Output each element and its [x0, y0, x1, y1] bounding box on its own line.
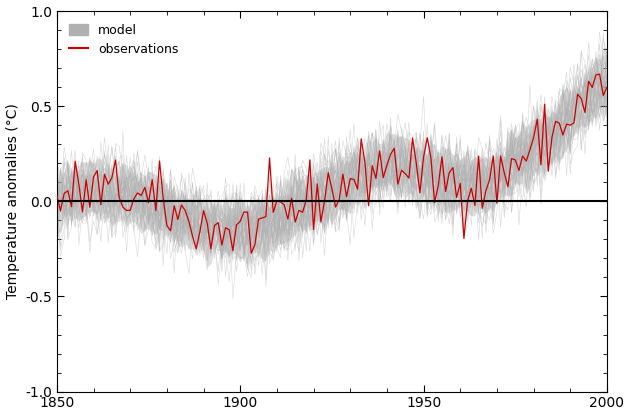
Legend: model, observations: model, observations [63, 17, 185, 62]
Y-axis label: Temperature anomalies (°C): Temperature anomalies (°C) [6, 104, 20, 299]
